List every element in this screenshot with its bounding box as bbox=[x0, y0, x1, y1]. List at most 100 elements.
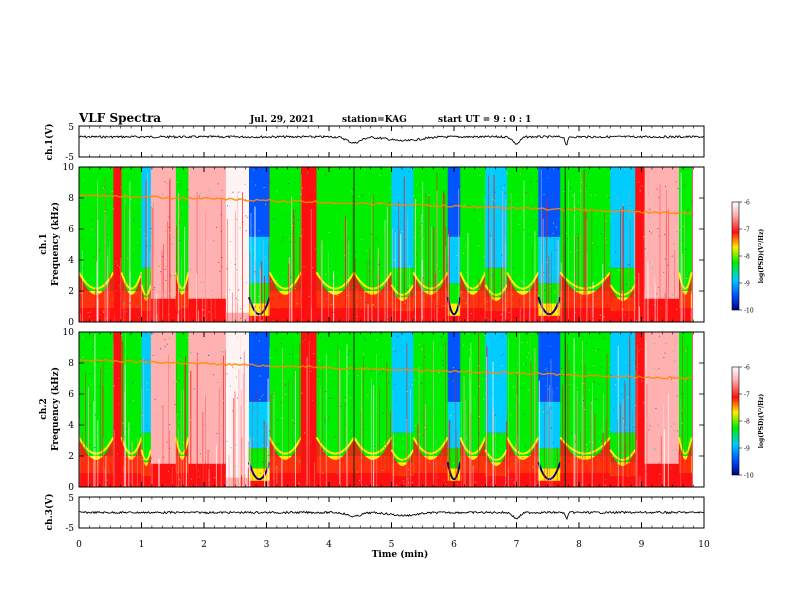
spectral-speckle bbox=[384, 312, 386, 314]
spectral-edge bbox=[268, 271, 302, 290]
spectral-speckle bbox=[388, 265, 390, 267]
spectral-speckle bbox=[416, 288, 418, 290]
spectral-speckle bbox=[390, 375, 392, 377]
spectral-speckle bbox=[370, 457, 372, 459]
spectral-speckle bbox=[623, 420, 625, 422]
spectral-speckle bbox=[672, 189, 674, 191]
spectral-speckle bbox=[655, 384, 657, 386]
spectral-speckle bbox=[155, 301, 157, 303]
spectral-speckle bbox=[393, 259, 395, 261]
spectral-speckle bbox=[393, 443, 395, 445]
spectral-speckle bbox=[364, 358, 366, 360]
spectral-speckle bbox=[255, 234, 257, 236]
spectral-speckle bbox=[649, 406, 651, 408]
spectral-speckle bbox=[415, 425, 417, 427]
spectral-speckle bbox=[364, 301, 366, 303]
spectral-speckle bbox=[671, 378, 673, 380]
spectral-speckle bbox=[415, 199, 417, 201]
spectral-speckle bbox=[80, 239, 82, 241]
spectral-edge bbox=[315, 271, 355, 290]
spectral-speckle bbox=[637, 385, 639, 387]
spectral-speckle bbox=[679, 229, 681, 231]
spectral-block bbox=[113, 332, 122, 487]
spectral-speckle bbox=[433, 453, 435, 455]
spectral-speckle bbox=[354, 181, 356, 183]
spectral-speckle bbox=[382, 221, 384, 223]
spectral-speckle bbox=[627, 264, 629, 266]
spectral-speckle bbox=[457, 346, 459, 348]
spectral-speckle bbox=[592, 295, 594, 297]
spectral-speckle bbox=[657, 286, 659, 288]
spectral-speckle bbox=[406, 216, 408, 218]
spectral-speckle bbox=[268, 455, 270, 457]
spectral-speckle bbox=[118, 465, 120, 467]
spectral-speckle bbox=[98, 249, 100, 251]
spectral-speckle bbox=[170, 284, 172, 286]
spectral-speckle bbox=[296, 400, 298, 402]
spectral-speckle bbox=[269, 357, 271, 359]
spectral-speckle bbox=[346, 354, 348, 356]
spectral-speckle bbox=[146, 382, 148, 384]
spectral-speckle bbox=[212, 239, 214, 241]
spectral-speckle bbox=[409, 207, 411, 209]
spectral-speckle bbox=[643, 236, 645, 238]
spectral-edge bbox=[315, 436, 355, 455]
spectral-speckle bbox=[568, 416, 570, 418]
spectral-speckle bbox=[622, 449, 624, 451]
spectral-speckle bbox=[259, 472, 261, 474]
spectral-speckle bbox=[246, 366, 248, 368]
spectral-speckle bbox=[349, 350, 351, 352]
spectral-speckle bbox=[461, 475, 463, 477]
spectral-speckle bbox=[641, 380, 643, 382]
spectral-speckle bbox=[94, 292, 96, 294]
spectral-speckle bbox=[234, 367, 236, 369]
spectral-block bbox=[141, 332, 152, 433]
spectral-speckle bbox=[255, 184, 257, 186]
spectral-speckle bbox=[514, 205, 516, 207]
spectral-speckle bbox=[343, 282, 345, 284]
spectral-speckle bbox=[677, 188, 679, 190]
spectral-speckle bbox=[553, 292, 555, 294]
spectral-speckle bbox=[581, 484, 583, 486]
spectral-speckle bbox=[499, 335, 501, 337]
spectral-speckle bbox=[682, 393, 684, 395]
spectral-speckle bbox=[478, 288, 480, 290]
spectral-block bbox=[249, 480, 271, 487]
spectral-speckle bbox=[238, 441, 240, 443]
spectral-speckle bbox=[129, 428, 131, 430]
spectral-speckle bbox=[166, 265, 168, 267]
spectral-speckle bbox=[212, 374, 214, 376]
spectral-block bbox=[269, 244, 302, 291]
spectral-speckle bbox=[190, 352, 192, 354]
ch1-spectrogram-image bbox=[79, 167, 704, 322]
spectral-speckle bbox=[191, 288, 193, 290]
ch2-spec-ylabel: Frequency (kHz) bbox=[50, 367, 61, 451]
spectral-speckle bbox=[290, 276, 292, 278]
spectral-speckle bbox=[370, 449, 372, 451]
spectral-speckle bbox=[551, 429, 553, 431]
spectral-block bbox=[141, 432, 152, 463]
spectral-speckle bbox=[400, 426, 402, 428]
spectral-speckle bbox=[649, 216, 651, 218]
emission-line bbox=[79, 193, 692, 215]
spectral-speckle bbox=[222, 401, 224, 403]
spectral-speckle bbox=[409, 455, 411, 457]
spectral-speckle bbox=[592, 242, 594, 244]
spectral-speckle bbox=[437, 396, 439, 398]
spectral-speckle bbox=[644, 248, 646, 250]
spectral-speckle bbox=[448, 357, 450, 359]
spectral-speckle bbox=[484, 335, 486, 337]
spectral-speckle bbox=[154, 286, 156, 288]
spectral-speckle bbox=[153, 332, 155, 334]
spectral-speckle bbox=[156, 447, 158, 449]
spectral-speckle bbox=[479, 218, 481, 220]
spectral-speckle bbox=[653, 187, 655, 189]
spectral-speckle bbox=[424, 272, 426, 274]
spectral-speckle bbox=[377, 381, 379, 383]
spectral-speckle bbox=[201, 309, 203, 311]
spectral-speckle bbox=[314, 248, 316, 250]
spectral-speckle bbox=[206, 188, 208, 190]
spectral-speckle bbox=[465, 245, 467, 247]
spectral-speckle bbox=[136, 241, 138, 243]
